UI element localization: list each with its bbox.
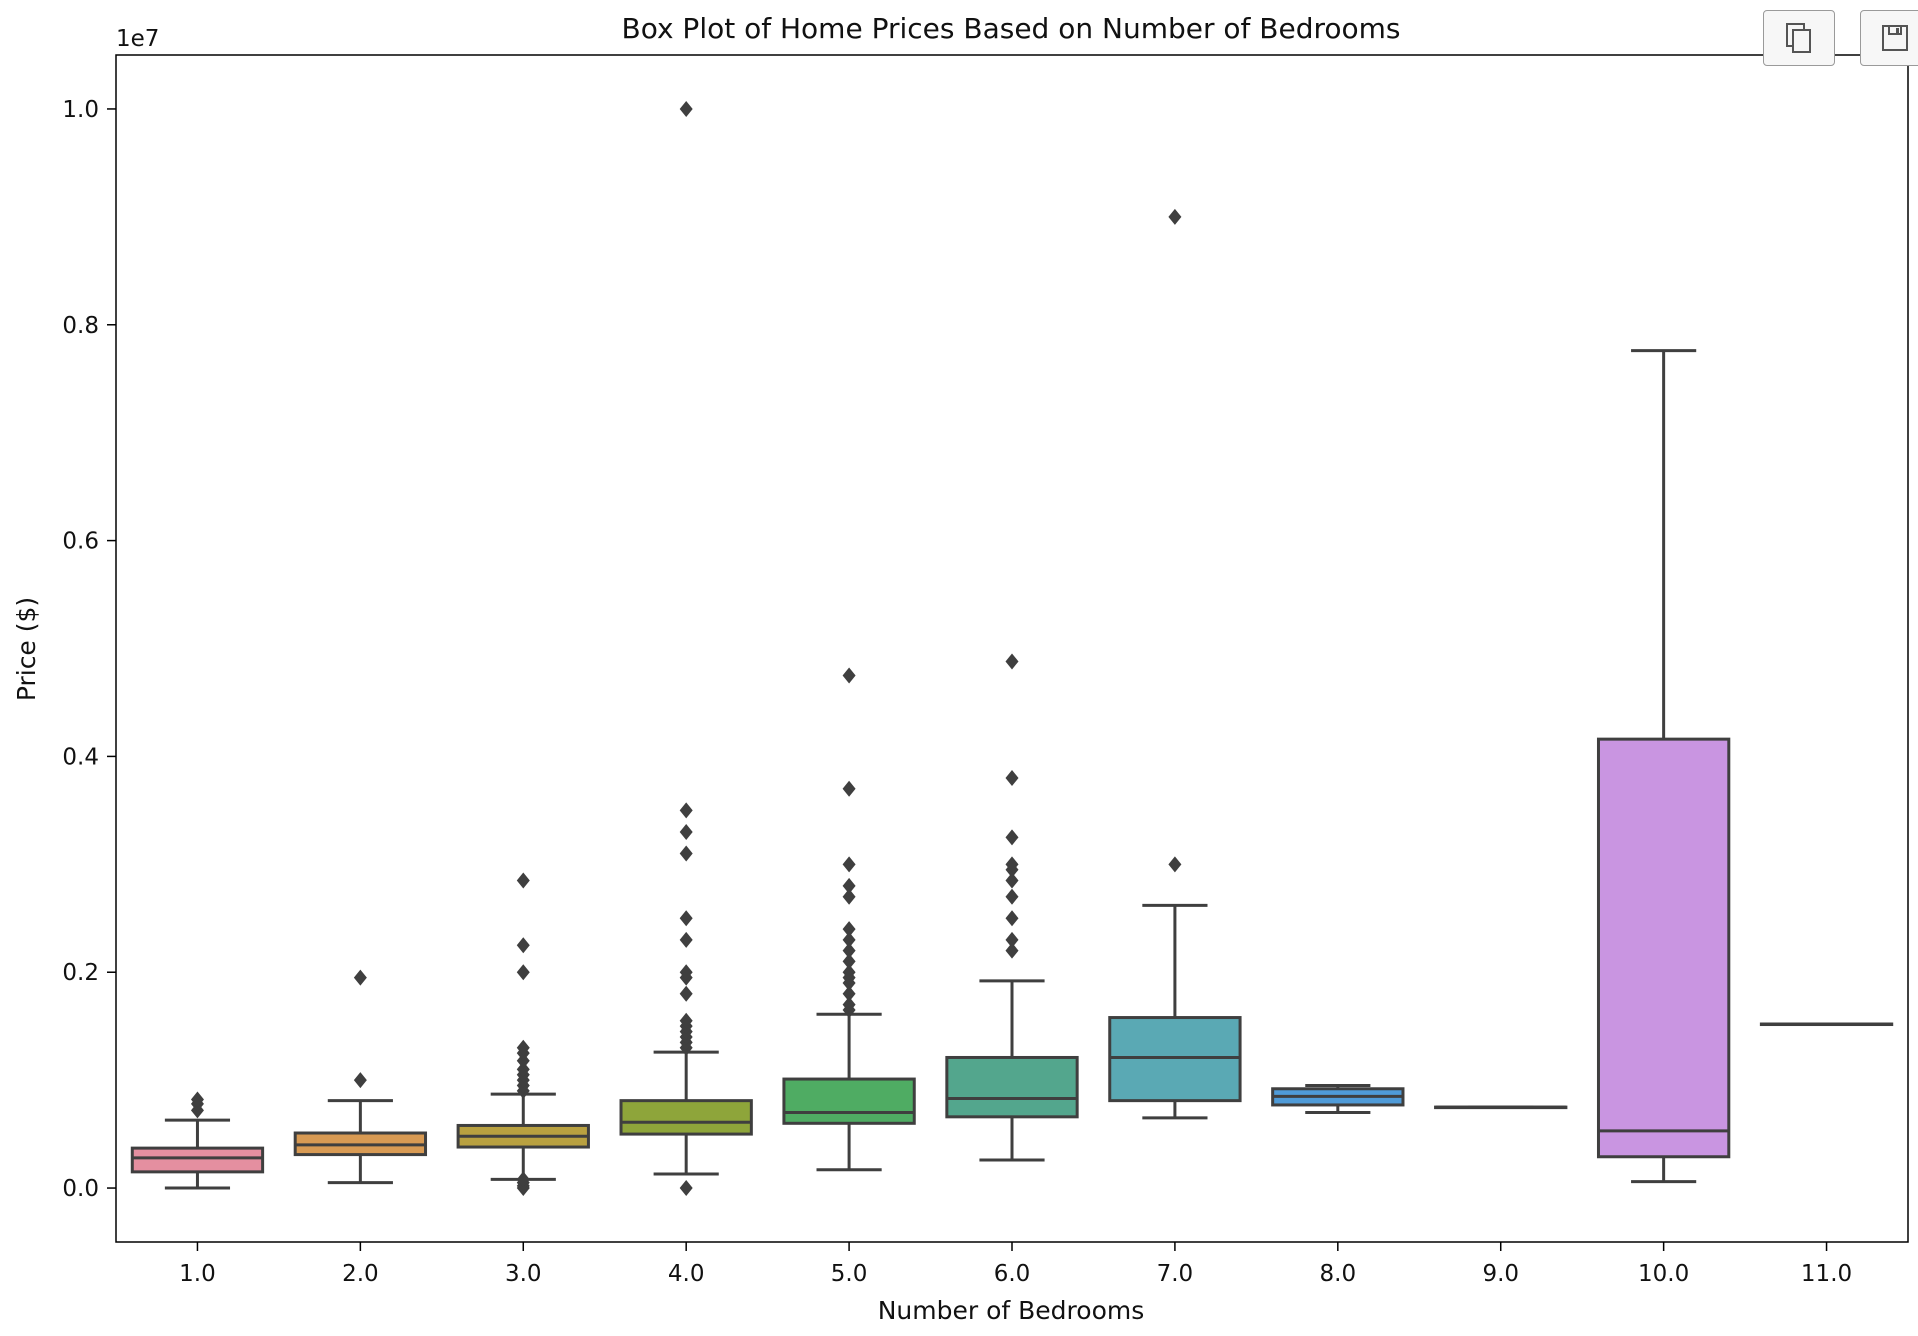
box-group	[293, 969, 428, 1185]
x-tick-label: 2.0	[342, 1261, 379, 1287]
outlier-point	[842, 921, 856, 938]
outlier-point	[353, 969, 367, 986]
outlier-point	[679, 1180, 693, 1197]
outlier-point	[842, 780, 856, 797]
x-tick-label: 9.0	[1482, 1261, 1519, 1287]
outlier-point	[1005, 829, 1019, 846]
outlier-point	[679, 1012, 693, 1029]
box-group	[782, 667, 916, 1172]
box-group	[456, 872, 590, 1197]
outlier-point	[516, 1171, 530, 1188]
copy-button[interactable]	[1763, 10, 1835, 66]
outlier-point	[842, 953, 856, 970]
outlier-point	[679, 931, 693, 948]
outlier-point	[842, 667, 856, 684]
x-tick-label: 8.0	[1320, 1261, 1357, 1287]
x-tick-label: 4.0	[668, 1261, 705, 1287]
outlier-point	[190, 1091, 204, 1108]
plot-layer	[130, 100, 1894, 1197]
y-axis-label: Price ($)	[12, 597, 41, 701]
outlier-point	[842, 985, 856, 1002]
outlier-point	[842, 931, 856, 948]
box-group	[1108, 208, 1242, 1120]
outlier-point	[516, 1061, 530, 1078]
outlier-point	[1005, 872, 1019, 889]
outlier-point	[679, 802, 693, 819]
box-group	[1759, 1022, 1894, 1027]
box	[1596, 737, 1731, 1159]
outlier-point	[679, 845, 693, 862]
box	[1108, 1016, 1242, 1103]
box-group	[619, 100, 753, 1197]
outlier-point	[516, 1039, 530, 1056]
outlier-point	[1005, 653, 1019, 670]
y-tick-label: 0.8	[62, 313, 99, 339]
copy-icon	[1786, 23, 1811, 53]
box-group	[130, 1091, 265, 1190]
outlier-point	[679, 910, 693, 927]
outlier-point	[1005, 856, 1019, 873]
outlier-point	[842, 942, 856, 959]
y-tick-label: 0.0	[62, 1176, 99, 1202]
box	[782, 1077, 916, 1125]
y-ticks: 0.0 0.2 0.4 0.6 0.8 1.0	[62, 97, 116, 1202]
outlier-point	[679, 823, 693, 840]
outlier-point	[842, 888, 856, 905]
outlier-point	[1005, 769, 1019, 786]
outlier-point	[679, 985, 693, 1002]
box-group	[1434, 1105, 1568, 1110]
outlier-point	[516, 964, 530, 981]
outlier-point	[842, 877, 856, 894]
box	[619, 1099, 753, 1136]
y-offset-label: 1e7	[116, 26, 159, 52]
x-tick-label: 7.0	[1157, 1261, 1194, 1287]
x-ticks: 1.0 2.0 3.0 4.0 5.0 6.0 7.0 8.0 9.0 10.0 11.0	[179, 1242, 1852, 1287]
box-group	[1271, 1084, 1405, 1115]
outlier-point	[516, 872, 530, 889]
y-tick-label: 0.6	[62, 529, 99, 555]
x-tick-label: 11.0	[1801, 1261, 1852, 1287]
box	[945, 1055, 1079, 1119]
x-axis-label: Number of Bedrooms	[878, 1296, 1145, 1325]
x-tick-label: 6.0	[994, 1261, 1031, 1287]
outlier-point	[679, 100, 693, 117]
x-tick-label: 5.0	[831, 1261, 868, 1287]
x-tick-label: 1.0	[179, 1261, 216, 1287]
outlier-point	[1005, 888, 1019, 905]
save-button[interactable]	[1860, 10, 1918, 66]
x-tick-label: 3.0	[505, 1261, 542, 1287]
outlier-point	[842, 856, 856, 873]
box-group	[1596, 349, 1731, 1184]
outlier-point	[1005, 931, 1019, 948]
outlier-point	[842, 964, 856, 981]
outlier-point	[1005, 942, 1019, 959]
save-icon	[1882, 25, 1908, 51]
x-tick-label: 10.0	[1638, 1261, 1689, 1287]
outlier-point	[353, 1072, 367, 1089]
chart-title: Box Plot of Home Prices Based on Number …	[621, 12, 1400, 45]
outlier-point	[516, 937, 530, 954]
outlier-point	[1168, 208, 1182, 225]
outlier-point	[1168, 856, 1182, 873]
outlier-point	[1005, 910, 1019, 927]
box-group	[945, 653, 1079, 1162]
outlier-point	[842, 996, 856, 1013]
outlier-point	[679, 964, 693, 981]
y-tick-label: 1.0	[62, 97, 99, 123]
y-tick-label: 0.4	[62, 744, 99, 770]
box	[130, 1146, 265, 1174]
y-tick-label: 0.2	[62, 960, 99, 986]
